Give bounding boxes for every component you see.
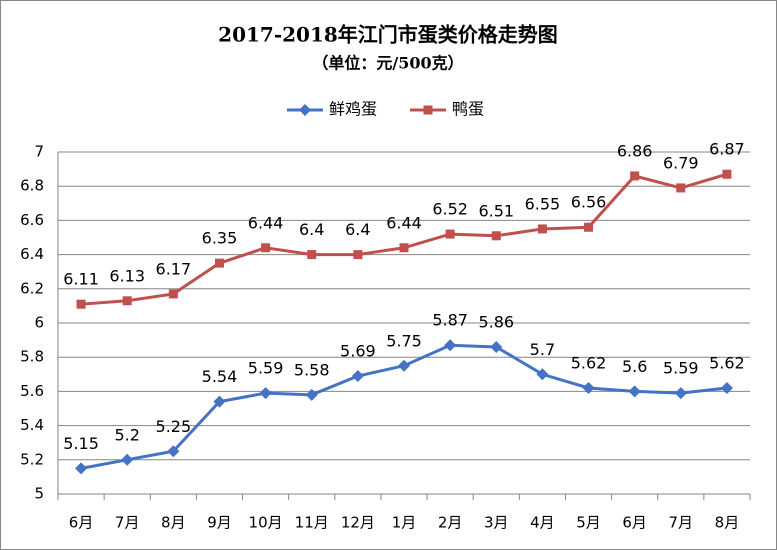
data-label: 5.59 (248, 359, 284, 378)
data-label: 6.86 (617, 141, 653, 160)
marker (584, 222, 594, 232)
data-label: 6.44 (248, 213, 284, 232)
data-label: 5.58 (294, 360, 330, 379)
x-tick-label: 4月 (530, 514, 555, 532)
data-label: 5.69 (340, 342, 376, 361)
legend-label: 鲜鸡蛋 (329, 100, 377, 119)
y-tick-label: 6.6 (20, 211, 44, 229)
x-tick-label: 10月 (249, 514, 283, 532)
marker (444, 339, 457, 352)
marker (399, 243, 409, 253)
marker (167, 445, 180, 458)
data-label: 5.62 (709, 353, 745, 372)
data-label: 5.75 (386, 331, 422, 350)
marker (676, 183, 686, 193)
data-label: 6.55 (525, 194, 561, 213)
marker (491, 231, 501, 241)
data-label: 6.11 (63, 270, 99, 289)
x-tick-label: 9月 (207, 514, 232, 532)
x-tick-label: 12月 (341, 514, 375, 532)
data-label: 5.59 (663, 359, 699, 378)
y-tick-label: 5.6 (20, 382, 44, 400)
marker (261, 243, 271, 253)
marker (628, 385, 641, 398)
x-tick-label: 7月 (115, 514, 140, 532)
x-tick-label: 2月 (438, 514, 463, 532)
marker (398, 359, 410, 372)
marker (537, 224, 547, 234)
legend-label: 鸭蛋 (452, 100, 484, 119)
marker (305, 388, 318, 401)
x-tick-label: 3月 (484, 514, 509, 532)
data-label: 6.56 (571, 193, 607, 212)
y-tick-label: 5.4 (20, 416, 44, 434)
marker (722, 169, 732, 179)
legend-marker (423, 105, 433, 115)
data-label: 5.62 (571, 353, 607, 372)
marker (75, 462, 88, 475)
marker (353, 250, 363, 260)
marker (122, 296, 132, 306)
y-tick-label: 7 (34, 143, 44, 161)
x-tick-label: 1月 (392, 514, 417, 532)
y-tick-label: 5.2 (20, 450, 44, 468)
x-tick-label: 6月 (622, 514, 647, 532)
marker (168, 289, 178, 299)
marker (259, 387, 272, 400)
marker (76, 299, 86, 309)
marker (490, 340, 503, 353)
y-tick-label: 6.4 (20, 245, 44, 263)
y-tick-label: 6.8 (20, 177, 44, 195)
data-label: 5.87 (432, 311, 468, 330)
data-label: 6.44 (386, 213, 422, 232)
data-label: 6.13 (109, 266, 145, 285)
x-tick-label: 11月 (295, 514, 329, 532)
data-label: 6.4 (345, 220, 370, 239)
data-label: 5.25 (156, 417, 192, 436)
data-label: 5.54 (202, 367, 238, 386)
marker (536, 368, 549, 381)
x-tick-label: 8月 (161, 514, 186, 532)
data-label: 6.52 (432, 200, 468, 219)
data-label: 6.87 (709, 140, 745, 159)
data-label: 6.4 (299, 220, 324, 239)
x-tick-label: 8月 (715, 514, 740, 532)
marker (213, 395, 226, 408)
chart-subtitle: （单位：元/500克） (312, 54, 463, 73)
marker (351, 370, 364, 383)
marker (214, 258, 224, 268)
data-label: 5.15 (63, 434, 99, 453)
data-label: 5.6 (622, 357, 647, 376)
y-tick-label: 6.2 (20, 279, 44, 297)
data-label: 6.17 (156, 259, 192, 278)
chart-title: 2017-2018年江门市蛋类价格走势图 (218, 23, 558, 47)
marker (307, 250, 317, 260)
data-label: 5.2 (114, 425, 139, 444)
data-label: 6.35 (202, 229, 238, 248)
data-label: 5.86 (478, 312, 514, 331)
x-tick-label: 6月 (69, 514, 94, 532)
data-label: 6.51 (478, 201, 514, 220)
x-tick-label: 5月 (576, 514, 601, 532)
marker (630, 171, 640, 181)
marker (582, 381, 595, 394)
marker (720, 381, 733, 394)
data-label: 5.7 (530, 340, 555, 359)
data-label: 6.79 (663, 153, 699, 172)
x-tick-label: 7月 (669, 514, 694, 532)
marker (121, 453, 134, 466)
y-tick-label: 6 (34, 314, 44, 332)
y-tick-label: 5.8 (20, 348, 44, 366)
legend-marker (299, 104, 311, 116)
marker (445, 229, 455, 239)
y-tick-label: 5 (34, 485, 44, 503)
marker (674, 387, 687, 400)
